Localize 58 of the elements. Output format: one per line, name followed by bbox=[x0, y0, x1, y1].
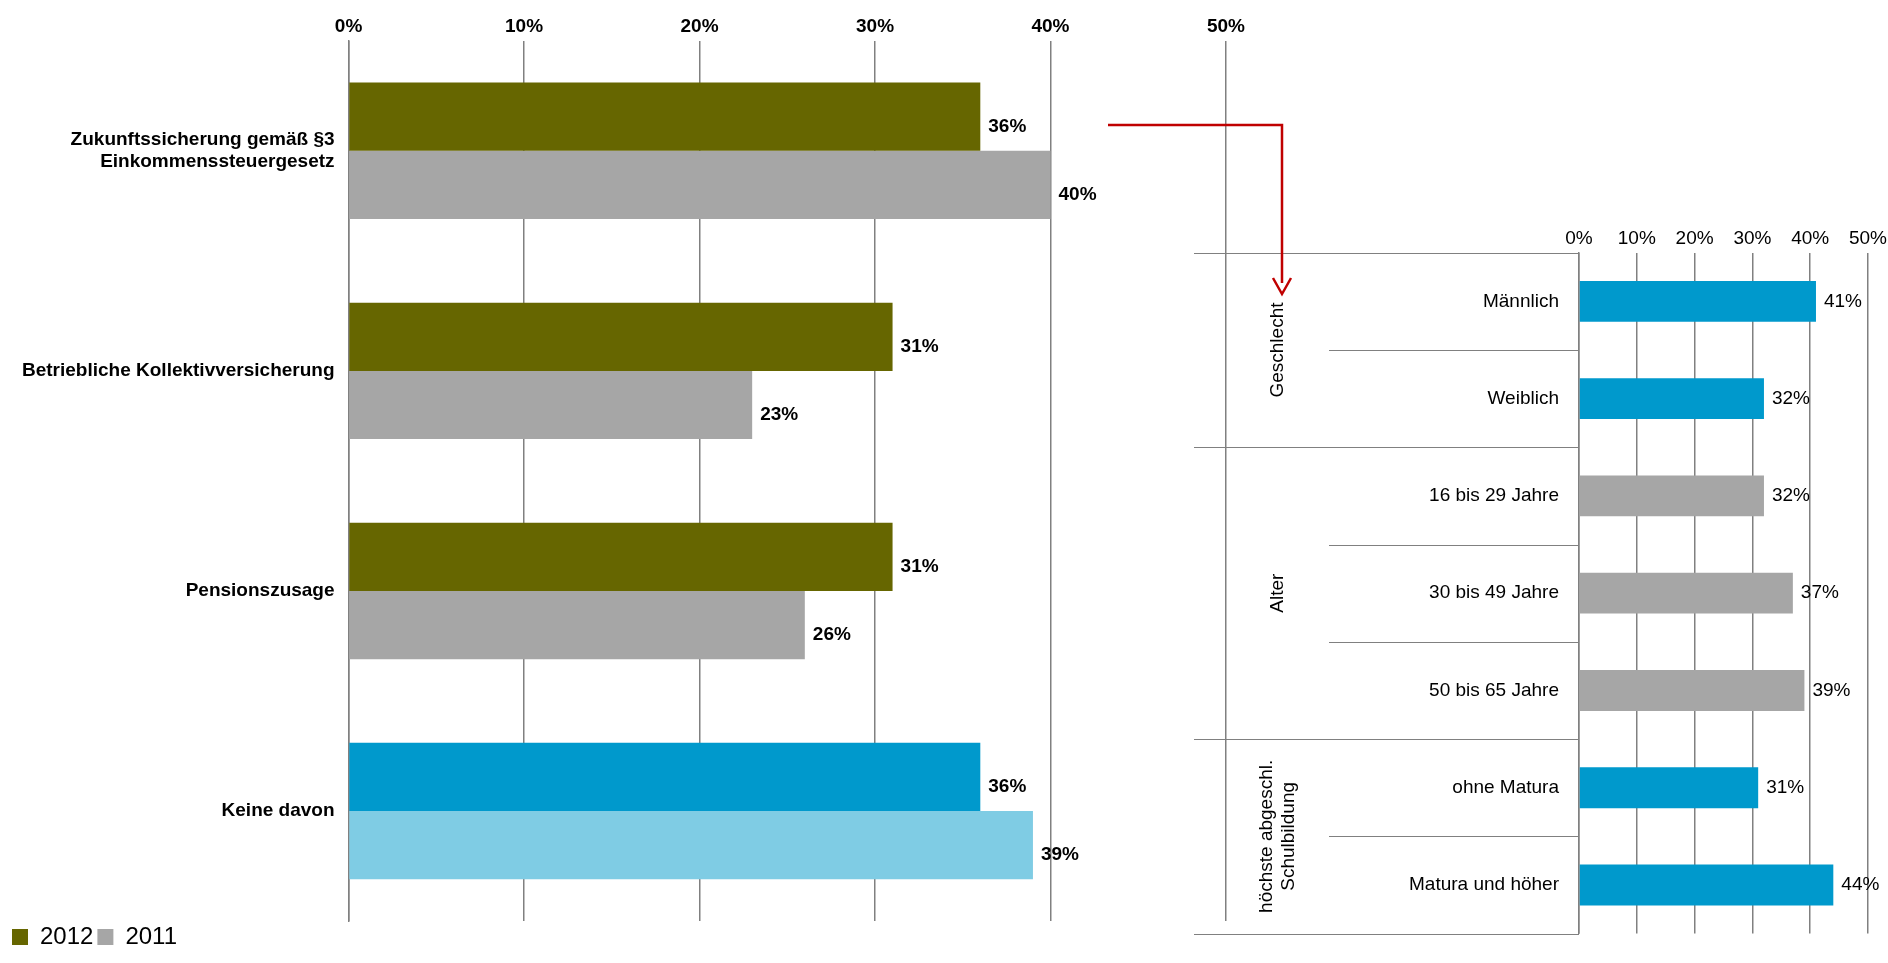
y-tick-label: ohne Matura bbox=[1452, 775, 1560, 797]
data-label: 32% bbox=[1771, 386, 1811, 408]
data-label: 23% bbox=[760, 403, 799, 425]
bar bbox=[349, 590, 805, 660]
bar bbox=[349, 150, 1051, 220]
y-tick-label: Matura und höher bbox=[1409, 873, 1560, 895]
bar bbox=[349, 370, 753, 440]
y-tick-label: 50 bis 65 Jahre bbox=[1429, 678, 1559, 700]
y-tick-label: Männlich bbox=[1482, 289, 1559, 311]
x-tick-label: 10% bbox=[1617, 226, 1656, 248]
data-label: 32% bbox=[1771, 484, 1811, 506]
x-tick-label: 50% bbox=[1848, 226, 1888, 248]
x-tick-label: 0% bbox=[334, 14, 363, 36]
bar bbox=[349, 522, 893, 591]
bar bbox=[1579, 670, 1805, 711]
text: höchste abgeschl. Schulbildung bbox=[1255, 759, 1299, 913]
data-label: 39% bbox=[1040, 843, 1080, 865]
bar bbox=[1579, 378, 1764, 420]
bar bbox=[1579, 475, 1764, 517]
x-tick-label: 20% bbox=[680, 14, 719, 36]
x-tick-label: 50% bbox=[1206, 14, 1246, 36]
data-label: 31% bbox=[900, 335, 939, 356]
legend-label: 2011 bbox=[125, 921, 177, 949]
y-tick-label: Keine davon bbox=[221, 799, 335, 821]
bar bbox=[1579, 281, 1816, 322]
bar bbox=[1579, 767, 1759, 809]
text: Geschlecht bbox=[1266, 301, 1288, 398]
y-tick-label: 30 bis 49 Jahre bbox=[1429, 581, 1559, 603]
y-tick-label: Zukunftssicherung gemäß §3 Einkommenssteuergesetz bbox=[70, 127, 335, 172]
text: Alter bbox=[1266, 573, 1288, 613]
bar bbox=[349, 82, 981, 151]
data-label: 26% bbox=[812, 623, 851, 645]
bar bbox=[1579, 864, 1834, 906]
y-tick-label: Betriebliche Kollektivversicherung bbox=[21, 359, 335, 381]
x-tick-label: 10% bbox=[505, 14, 544, 36]
y-tick-label: Pensionszusage bbox=[185, 579, 335, 601]
x-tick-label: 40% bbox=[1791, 226, 1830, 248]
bar bbox=[349, 810, 1033, 880]
x-tick-label: 40% bbox=[1031, 14, 1070, 36]
y-tick-label: Weiblich bbox=[1487, 386, 1559, 408]
x-tick-label: 20% bbox=[1675, 226, 1714, 248]
bar bbox=[349, 302, 893, 371]
x-tick-label: 0% bbox=[1565, 226, 1593, 248]
data-label: 31% bbox=[1766, 775, 1805, 797]
data-label: 31% bbox=[900, 555, 939, 577]
data-label: 44% bbox=[1841, 873, 1880, 895]
data-label: 39% bbox=[1812, 678, 1851, 700]
data-label: 36% bbox=[988, 775, 1027, 797]
bar bbox=[1579, 572, 1793, 614]
x-tick-label: 30% bbox=[856, 14, 895, 36]
data-label: 40% bbox=[1058, 183, 1097, 205]
bar bbox=[349, 742, 981, 811]
x-tick-label: 30% bbox=[1733, 226, 1772, 248]
data-label: 36% bbox=[988, 114, 1027, 136]
legend-label: 2012 bbox=[40, 921, 94, 949]
data-label: 41% bbox=[1823, 289, 1863, 311]
data-label: 37% bbox=[1800, 581, 1839, 603]
y-tick-label: 16 bis 29 Jahre bbox=[1429, 484, 1559, 506]
